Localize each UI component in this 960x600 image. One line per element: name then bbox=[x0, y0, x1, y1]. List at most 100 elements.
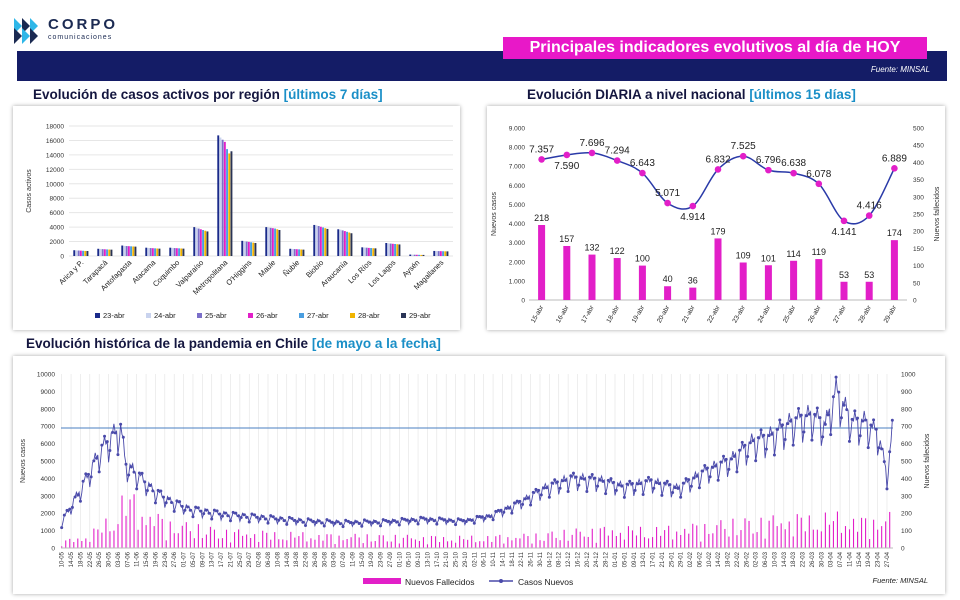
x-tick-label: 03-09 bbox=[332, 551, 338, 567]
cases-point-label: 6.643 bbox=[630, 158, 655, 169]
x-tick-label: 01-07 bbox=[182, 551, 188, 567]
death-bar bbox=[270, 539, 272, 548]
death-bar bbox=[748, 520, 750, 548]
x-tick-label: 21-01 bbox=[660, 551, 666, 567]
bar-29-abr bbox=[158, 248, 161, 256]
regional-active-cases-chart: 0 2000 4000 6000 8000 10000 12000 14000 16000 180… bbox=[26, 124, 453, 320]
legend-swatch bbox=[401, 313, 406, 318]
y2-tick-label: 800 bbox=[901, 406, 912, 413]
x-tick-label: 14-02 bbox=[716, 551, 722, 567]
x-tick-label: 26-02 bbox=[744, 551, 750, 567]
bar-27-abr bbox=[394, 244, 396, 256]
bar-24-abr bbox=[339, 229, 342, 256]
x-tick-label: 15-09 bbox=[360, 551, 366, 567]
death-bar bbox=[820, 531, 822, 548]
bar-28-abr bbox=[444, 251, 447, 256]
bar-23-abr bbox=[169, 247, 172, 256]
cases-point-label: 7.696 bbox=[579, 138, 604, 149]
death-bar bbox=[611, 530, 613, 548]
x-tick-label: 06-11 bbox=[482, 551, 488, 567]
x-tick-label: 01-01 bbox=[613, 551, 619, 567]
death-bar bbox=[306, 541, 308, 548]
death-bar bbox=[739, 262, 747, 300]
bar-23-abr bbox=[73, 250, 76, 256]
death-bar bbox=[647, 538, 650, 548]
x-tick-label: 15-06 bbox=[144, 551, 150, 567]
cases-point bbox=[890, 418, 894, 422]
bar-26-abr bbox=[391, 243, 394, 256]
death-bar-label: 53 bbox=[864, 270, 874, 280]
death-bar bbox=[97, 529, 99, 548]
death-bar bbox=[362, 543, 364, 548]
death-bar bbox=[740, 530, 742, 548]
x-tick-label: 16-abr bbox=[555, 304, 571, 324]
bar-26-abr bbox=[343, 231, 346, 256]
x-tick-label: 17-10 bbox=[435, 551, 441, 567]
death-bar-label: 100 bbox=[635, 254, 650, 264]
cases-point-label: 6.832 bbox=[705, 154, 730, 165]
death-bar bbox=[538, 225, 546, 300]
corpo-logo: CORPO comunicaciones bbox=[8, 14, 128, 48]
death-bar bbox=[635, 535, 638, 548]
death-bar bbox=[816, 529, 818, 548]
death-bar bbox=[342, 540, 344, 548]
death-bar bbox=[246, 534, 248, 548]
bar-27-abr bbox=[442, 251, 444, 256]
death-bar bbox=[129, 499, 131, 548]
death-bar bbox=[242, 535, 244, 548]
death-bar bbox=[438, 542, 441, 548]
x-tick-label: 18-03 bbox=[791, 551, 797, 567]
cases-point bbox=[538, 156, 545, 163]
death-bar bbox=[812, 529, 814, 548]
death-bar bbox=[141, 516, 143, 548]
legend-label: 26-abr bbox=[256, 311, 278, 320]
x-tick-label: O'Higgins bbox=[224, 258, 253, 287]
bar-28-abr bbox=[228, 153, 231, 256]
x-tick-label: 22-08 bbox=[304, 551, 310, 567]
death-bar bbox=[475, 542, 477, 548]
y-tick-label: 10000 bbox=[37, 372, 55, 379]
death-bar bbox=[607, 535, 609, 548]
death-bar bbox=[724, 528, 726, 548]
death-bar bbox=[221, 538, 224, 548]
bar-24-abr bbox=[315, 225, 318, 256]
death-bar bbox=[278, 539, 280, 548]
bar-28-abr bbox=[180, 248, 183, 256]
death-bar bbox=[169, 521, 171, 548]
bar-25-abr bbox=[197, 228, 200, 256]
death-bar bbox=[65, 540, 67, 548]
header-source: Fuente: MINSAL bbox=[870, 65, 930, 74]
death-bar bbox=[133, 494, 135, 548]
y2-tick-label: 350 bbox=[913, 177, 924, 184]
bar-27-abr bbox=[274, 228, 276, 256]
x-tick-label: 28-abr bbox=[857, 304, 873, 324]
x-tick-label: 14-11 bbox=[500, 551, 506, 567]
bar-27-abr bbox=[250, 242, 252, 256]
death-bar bbox=[613, 258, 621, 300]
death-bar bbox=[890, 240, 898, 300]
death-bar bbox=[555, 537, 557, 548]
legend-marker-cases bbox=[499, 579, 503, 583]
bar-23-abr bbox=[337, 229, 340, 256]
death-bar bbox=[358, 537, 360, 548]
death-bar bbox=[406, 534, 408, 548]
y-tick-label: 8000 bbox=[50, 196, 65, 203]
death-bar bbox=[414, 539, 416, 548]
death-bar bbox=[714, 238, 722, 300]
x-tick-label: 09-07 bbox=[200, 551, 206, 567]
bar-29-abr bbox=[230, 151, 233, 256]
death-bar bbox=[394, 534, 396, 548]
bar-28-abr bbox=[324, 228, 327, 256]
bar-23-abr bbox=[409, 254, 412, 256]
death-bar bbox=[535, 533, 537, 548]
x-tick-label: 10-08 bbox=[275, 551, 281, 567]
x-tick-label: 29-10 bbox=[463, 551, 469, 567]
x-tick-label: 22-02 bbox=[735, 551, 741, 567]
legend-label-deaths: Nuevos Fallecidos bbox=[405, 577, 474, 587]
death-bar bbox=[861, 517, 863, 548]
death-bar bbox=[790, 260, 798, 300]
death-bar bbox=[189, 531, 191, 548]
death-bar bbox=[856, 531, 859, 548]
bar-26-abr bbox=[127, 246, 130, 256]
death-bar-label: 36 bbox=[688, 276, 698, 286]
